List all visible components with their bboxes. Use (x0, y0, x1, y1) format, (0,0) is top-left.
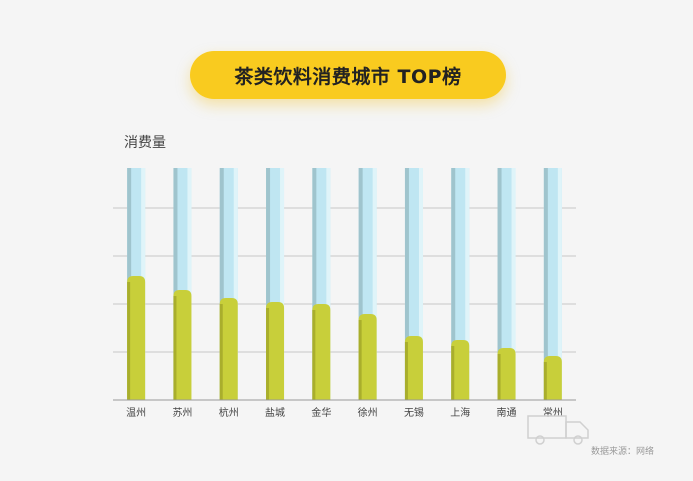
bar-track-shade (358, 168, 363, 400)
bar-fill-shade (543, 362, 547, 400)
x-tick-label: 杭州 (219, 406, 239, 419)
bar-南通 (497, 348, 516, 400)
data-source-note: 数据来源：网络 (591, 447, 655, 457)
bar-track-highlight (557, 168, 562, 400)
x-tick-label: 温州 (126, 407, 146, 419)
bar-无锡 (404, 336, 423, 400)
bar-fill-shade (127, 282, 131, 400)
bar-track-shade (451, 168, 456, 400)
x-tick-label: 苏州 (172, 406, 192, 419)
truck-watermark-icon (527, 415, 589, 445)
bar-苏州 (173, 290, 192, 400)
bar-徐州 (358, 314, 377, 400)
bar-track-shade (497, 168, 502, 400)
bar-track-shade (543, 168, 548, 400)
bar-fill-shade (219, 304, 223, 400)
bar-track-shade (266, 168, 271, 400)
bar-track-shade (312, 168, 317, 400)
bar-track-shade (219, 168, 224, 400)
bar-track-highlight (326, 168, 331, 400)
bar-fill-shade (404, 342, 408, 400)
bar-金华 (312, 304, 331, 400)
bar-track-highlight (280, 168, 285, 400)
bar-track-shade (404, 168, 409, 400)
bar-上海 (451, 340, 470, 400)
x-tick-label: 徐州 (358, 406, 378, 419)
bar-track (543, 168, 562, 400)
bar-track-highlight (465, 168, 470, 400)
bar-fill-shade (266, 308, 270, 400)
bar-track-highlight (233, 168, 238, 400)
chart-title: 茶类饮料消费城市 TOP榜 (190, 51, 506, 99)
bar-杭州 (219, 298, 238, 400)
x-tick-label: 无锡 (404, 406, 424, 419)
bar-fill-shade (358, 320, 362, 400)
bar-fill-shade (173, 296, 177, 400)
bar-track-highlight (187, 168, 192, 400)
bar-track-shade (173, 168, 178, 400)
bar-盐城 (266, 302, 285, 400)
x-tick-label: 上海 (450, 406, 470, 419)
bar-温州 (127, 276, 146, 400)
bar-track-highlight (372, 168, 377, 400)
x-tick-label: 盐城 (265, 406, 285, 419)
x-tick-label: 金华 (311, 406, 331, 419)
bar-常州 (543, 356, 562, 400)
bar-track (497, 168, 516, 400)
y-axis-label: 消费量 (124, 135, 166, 151)
bar-fill-shade (497, 354, 501, 400)
bar-track-highlight (418, 168, 423, 400)
bar-fill-shade (312, 310, 316, 400)
bar-fill-shade (451, 346, 455, 400)
bar-track-highlight (511, 168, 516, 400)
x-tick-label: 南通 (497, 406, 517, 419)
